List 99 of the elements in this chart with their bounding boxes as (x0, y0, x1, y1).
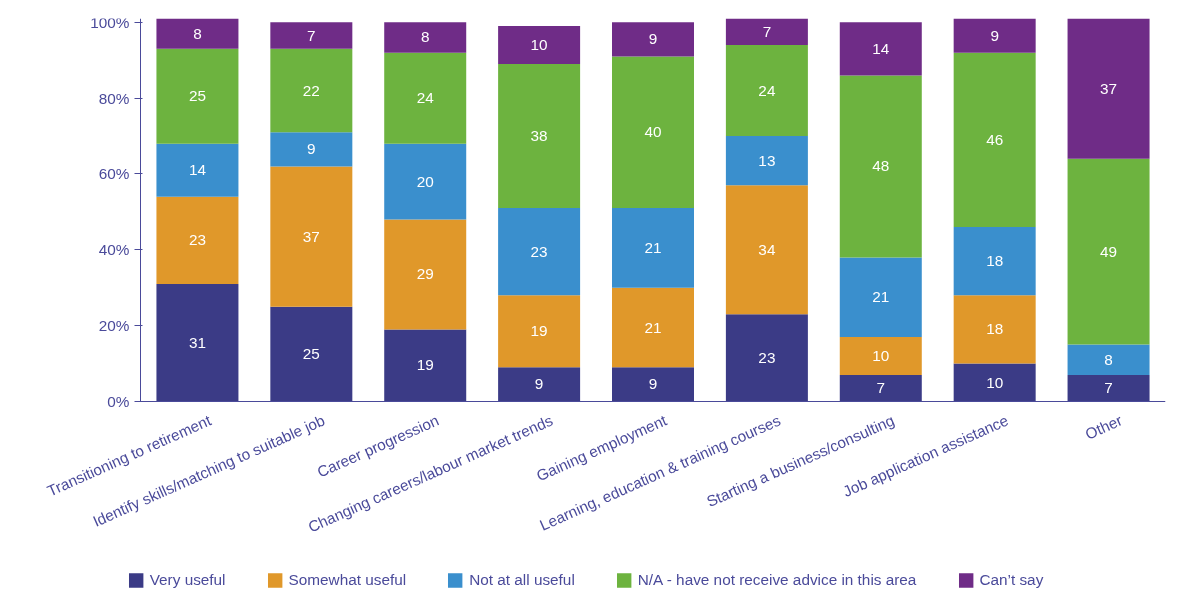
bar (725, 185, 808, 315)
data-label: 29 (416, 265, 434, 283)
y-tick-label: 40% (98, 241, 130, 259)
legend-label: Somewhat useful (288, 571, 407, 589)
data-label: 9 (648, 375, 658, 393)
data-label: 18 (986, 320, 1004, 338)
data-label: 9 (990, 26, 999, 44)
bar (384, 22, 467, 53)
data-label: 46 (986, 130, 1004, 148)
legend-label: Very useful (149, 571, 226, 589)
data-label: 9 (648, 30, 658, 48)
legend-label: N/A - have not receive advice in this area (637, 571, 917, 589)
data-label: 21 (644, 238, 662, 256)
y-tick-label: 80% (98, 89, 130, 107)
y-tick-label: 60% (98, 165, 130, 183)
data-label: 19 (416, 356, 434, 374)
data-label: 9 (534, 375, 544, 393)
bar (953, 363, 1036, 402)
bar (156, 196, 239, 284)
bar (725, 45, 808, 137)
bar (839, 257, 922, 338)
y-tick-label: 20% (98, 317, 130, 335)
data-label: 25 (302, 345, 320, 363)
bar (270, 306, 353, 402)
legend-label: Can’t say (979, 571, 1044, 589)
data-label: 23 (530, 242, 548, 260)
data-label: 24 (416, 89, 435, 107)
data-label: 14 (188, 161, 207, 179)
bar (156, 18, 239, 49)
data-label: 8 (420, 28, 430, 46)
bar (839, 22, 922, 76)
data-label: 7 (307, 26, 316, 44)
bar (1067, 374, 1150, 402)
bar (270, 22, 353, 49)
bar (953, 295, 1036, 364)
bar (612, 208, 694, 288)
bar (839, 337, 922, 375)
bar (156, 143, 239, 197)
bar (384, 143, 467, 220)
data-label: 10 (986, 373, 1004, 391)
bar (498, 26, 581, 64)
data-label: 23 (188, 231, 206, 249)
bar (953, 18, 1036, 53)
data-label: 22 (302, 81, 320, 99)
bar (1067, 18, 1150, 159)
bar (270, 132, 353, 167)
data-label: 10 (872, 347, 890, 364)
data-label: 37 (1100, 79, 1118, 97)
data-label: 25 (188, 87, 206, 105)
bar (384, 329, 467, 402)
data-label: 19 (530, 322, 548, 340)
data-label: 7 (1104, 379, 1113, 397)
x-tick-label: Other (1082, 411, 1125, 443)
data-label: 7 (762, 22, 772, 40)
bar (1067, 344, 1150, 375)
bar (1067, 158, 1150, 345)
data-label: 34 (758, 240, 776, 258)
legend-label: Not at all useful (469, 571, 575, 589)
bar (498, 367, 581, 402)
bar (384, 52, 467, 144)
bar (612, 367, 694, 402)
data-label: 21 (644, 318, 662, 336)
bar (725, 314, 808, 402)
bar (156, 283, 239, 402)
bar (725, 136, 808, 186)
bar (612, 22, 694, 57)
data-label: 10 (530, 36, 548, 54)
data-label: 8 (1104, 350, 1113, 368)
data-label: 37 (302, 227, 320, 245)
data-label: 18 (986, 252, 1004, 270)
bar (156, 48, 239, 144)
data-label: 24 (758, 81, 776, 99)
bar (498, 208, 581, 296)
data-label: 14 (872, 39, 890, 57)
data-label: 20 (416, 172, 434, 190)
data-label: 38 (530, 127, 548, 145)
data-label: 48 (872, 157, 890, 175)
data-label: 49 (1100, 242, 1118, 260)
bar (612, 287, 694, 368)
bar (953, 227, 1036, 296)
data-label: 40 (644, 123, 662, 141)
bar (839, 374, 922, 402)
bar (953, 52, 1036, 228)
bar (839, 75, 922, 258)
data-label: 31 (188, 333, 206, 351)
bar (498, 64, 581, 209)
bar (612, 56, 694, 209)
y-tick-label: 0% (107, 393, 130, 410)
bar (270, 166, 353, 307)
data-label: 7 (876, 379, 886, 397)
data-label: 9 (307, 140, 316, 158)
bar (725, 18, 808, 46)
bar (384, 219, 467, 330)
bar (498, 295, 581, 368)
data-label: 23 (758, 348, 776, 366)
data-label: 8 (193, 24, 202, 42)
bar (270, 48, 353, 133)
data-label: 13 (758, 151, 776, 169)
data-label: 21 (872, 288, 890, 306)
